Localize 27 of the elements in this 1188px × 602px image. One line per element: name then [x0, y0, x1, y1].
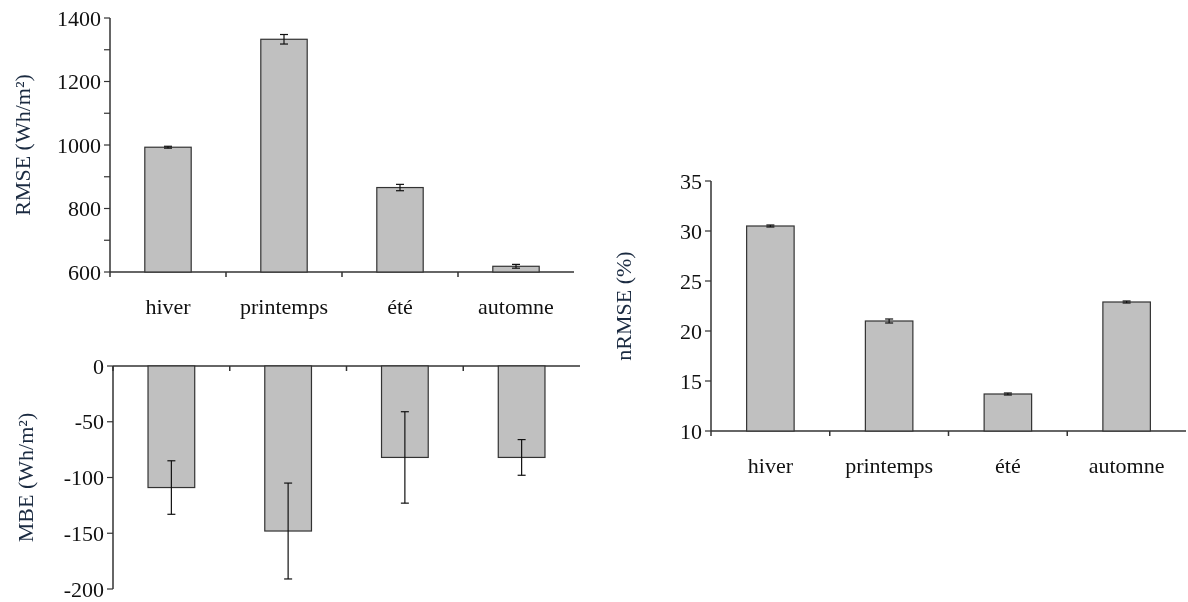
x-tick-label: été — [995, 453, 1021, 478]
y-tick-label: 0 — [93, 353, 104, 379]
y-tick-label: 1400 — [57, 5, 101, 31]
x-tick-label: hiver — [747, 453, 794, 478]
y-tick-label: -50 — [74, 409, 104, 435]
y-tick-label: 1000 — [57, 132, 101, 158]
y-tick-label: 35 — [680, 168, 702, 194]
y-tick-label: -150 — [63, 520, 104, 546]
y-tick-label: -200 — [63, 576, 104, 602]
y-tick-label: 10 — [680, 418, 702, 444]
y-tick-label: 600 — [68, 259, 101, 285]
y-axis-title: MBE (Wh/m²) — [13, 412, 38, 543]
y-tick-label: 20 — [680, 318, 702, 344]
x-tick-label: automne — [478, 294, 554, 319]
y-tick-label: 15 — [680, 368, 702, 394]
y-tick-label: 30 — [680, 218, 702, 244]
x-tick-label: hiver — [145, 294, 192, 319]
y-tick-label: -100 — [63, 465, 104, 491]
x-tick-label: été — [387, 294, 413, 319]
x-tick-label: printemps — [240, 294, 328, 319]
x-tick-label: automne — [1088, 453, 1165, 478]
y-tick-label: 800 — [68, 196, 101, 222]
y-tick-label: 1200 — [57, 69, 101, 95]
y-axis-title: nRMSE (%) — [611, 251, 636, 361]
y-tick-label: 25 — [680, 268, 702, 294]
x-tick-label: printemps — [845, 453, 934, 478]
y-axis-title: RMSE (Wh/m²) — [10, 74, 35, 216]
